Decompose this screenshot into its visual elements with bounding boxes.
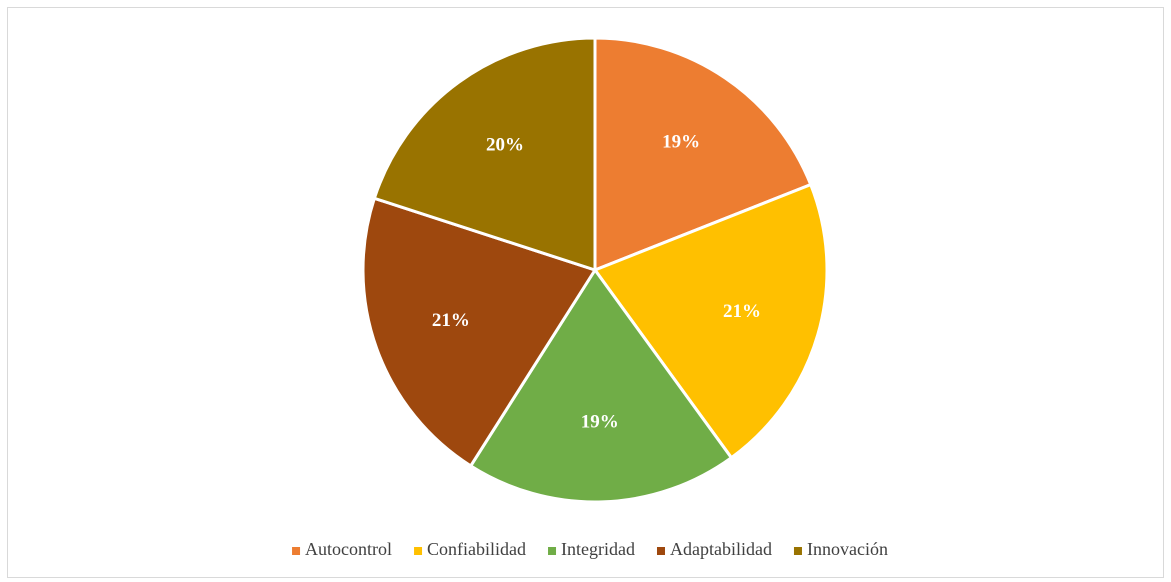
legend-label: Confiabilidad: [427, 539, 526, 559]
legend-swatch: [793, 547, 802, 555]
value-label: 20%: [486, 134, 524, 155]
pie-slice: [361, 196, 598, 468]
pie-slice: [593, 36, 813, 273]
pie-slice: [468, 267, 734, 504]
legend-swatch: [548, 547, 557, 555]
legend-swatch: [414, 547, 423, 555]
pie-slice: [592, 182, 829, 460]
legend-label: Innovación: [807, 539, 888, 559]
legend-label: Adaptabilidad: [670, 539, 772, 559]
value-label: 19%: [662, 132, 700, 153]
value-label: 21%: [432, 310, 470, 331]
legend-label: Integridad: [561, 539, 635, 559]
legend-swatch: [656, 547, 665, 555]
value-label: 19%: [581, 411, 619, 432]
legend-label: Autocontrol: [305, 539, 392, 559]
value-label: 21%: [723, 301, 761, 322]
legend-swatch: [292, 547, 301, 555]
pie-slice: [372, 36, 597, 273]
